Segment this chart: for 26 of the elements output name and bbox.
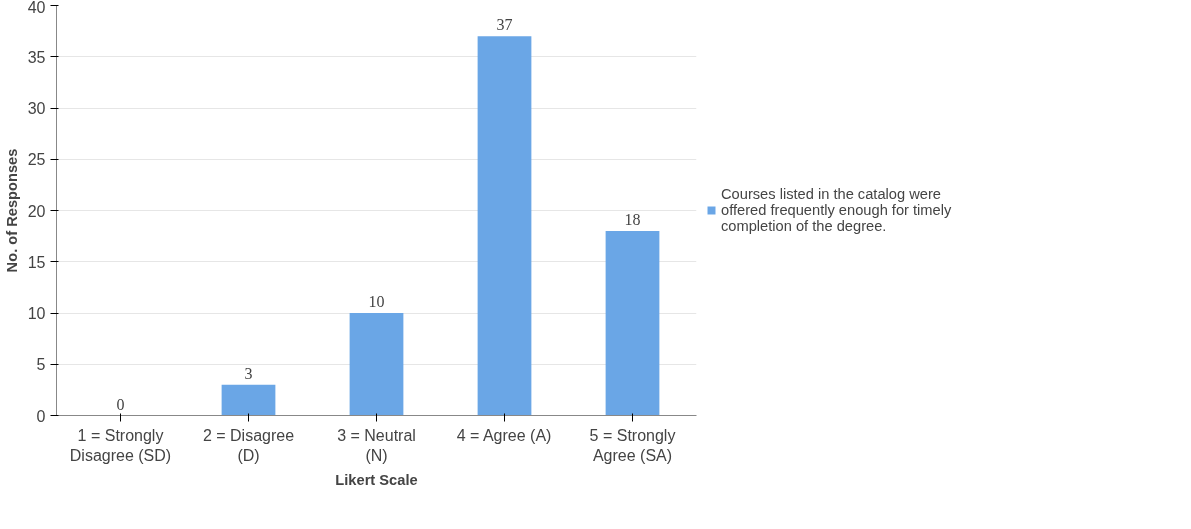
y-tick-label: 40	[27, 0, 46, 16]
data-label: 3	[244, 364, 253, 382]
data-label: 37	[496, 16, 513, 34]
y-tick-label: 0	[36, 407, 46, 425]
x-tick-label: 2 = Disagree (D)	[202, 426, 295, 464]
y-tick-label: 15	[27, 253, 46, 271]
y-tick-label: 5	[36, 356, 46, 374]
data-label: 10	[368, 293, 385, 310]
y-tick-label: 30	[27, 100, 46, 117]
y-axis-title: No. of Responses	[3, 148, 20, 273]
x-axis-title: Likert Scale	[335, 471, 418, 488]
data-label: 18	[624, 211, 641, 228]
y-tick-label: 25	[27, 151, 46, 169]
data-label: 0	[116, 395, 125, 413]
x-tick-label: 5 = Strongly Agree (SA)	[589, 426, 676, 464]
x-tick-label: 4 = Agree (A)	[456, 426, 552, 444]
legend-label: Courses listed in the catalog were offered frequently enough for timely completion of the degree.	[721, 186, 952, 234]
y-tick-label: 20	[27, 202, 46, 220]
bar	[477, 36, 532, 416]
bar	[349, 313, 404, 416]
bar	[221, 384, 276, 416]
y-tick-label: 10	[27, 305, 46, 322]
x-tick-label: 1 = Strongly Disagree (SD)	[69, 426, 172, 464]
y-tick-label: 35	[27, 48, 46, 66]
bar	[605, 231, 660, 416]
x-tick-label: 3 = Neutral (N)	[337, 426, 416, 464]
